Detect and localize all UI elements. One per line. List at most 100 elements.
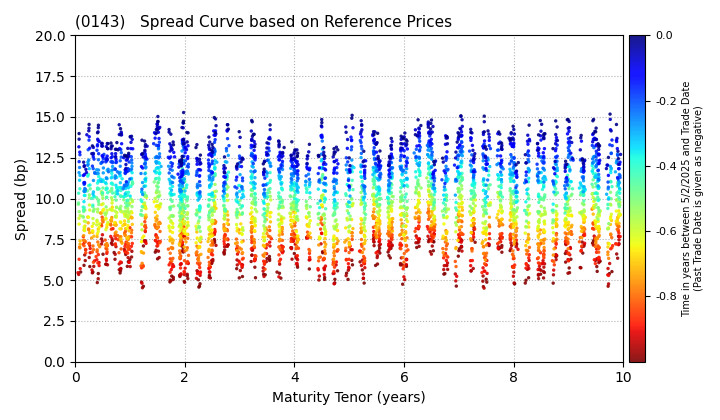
Point: [387, 138, 398, 145]
Point: [567, 157, 579, 163]
Point: [329, 196, 341, 203]
Point: [301, 164, 312, 171]
Point: [493, 246, 505, 252]
Point: [126, 133, 138, 139]
Point: [506, 143, 518, 150]
Point: [166, 142, 177, 149]
Point: [99, 241, 111, 248]
Point: [456, 200, 468, 207]
Point: [249, 181, 261, 187]
Point: [177, 207, 189, 214]
Point: [151, 186, 163, 193]
Point: [176, 210, 187, 217]
Point: [341, 257, 352, 263]
Point: [356, 126, 368, 133]
Point: [423, 188, 434, 195]
Point: [559, 205, 571, 211]
Point: [276, 160, 288, 167]
Point: [613, 214, 624, 220]
Point: [384, 155, 396, 162]
Point: [548, 218, 559, 225]
Point: [209, 237, 220, 244]
Point: [112, 187, 124, 194]
Point: [330, 259, 342, 265]
Point: [264, 185, 276, 192]
Point: [91, 170, 103, 177]
Point: [195, 160, 207, 167]
Point: [177, 153, 189, 160]
Point: [84, 240, 95, 247]
Point: [149, 221, 161, 228]
Point: [456, 151, 467, 158]
Point: [277, 204, 289, 211]
Point: [588, 194, 599, 201]
Point: [589, 128, 600, 135]
Point: [587, 159, 598, 166]
Point: [153, 175, 165, 181]
Point: [263, 157, 274, 163]
Point: [508, 200, 520, 207]
Point: [523, 165, 534, 172]
Point: [166, 204, 177, 210]
Point: [346, 136, 357, 143]
Point: [204, 214, 215, 221]
Point: [368, 224, 379, 231]
Point: [442, 176, 454, 183]
Point: [93, 167, 104, 173]
Point: [193, 218, 204, 224]
Point: [331, 204, 343, 211]
Point: [368, 128, 379, 135]
Point: [505, 158, 517, 164]
Point: [438, 212, 449, 218]
Point: [83, 171, 94, 178]
Point: [343, 241, 355, 247]
Point: [181, 163, 193, 170]
Point: [372, 203, 383, 210]
Point: [561, 248, 572, 255]
Point: [168, 139, 179, 145]
Point: [356, 257, 368, 263]
Point: [478, 187, 490, 194]
Point: [276, 185, 287, 192]
Point: [456, 199, 468, 206]
Point: [138, 183, 150, 190]
Point: [480, 154, 492, 161]
Point: [423, 138, 435, 144]
Point: [510, 232, 522, 239]
Point: [119, 230, 130, 236]
Point: [204, 274, 215, 281]
Point: [248, 131, 259, 138]
Point: [412, 181, 423, 187]
Point: [207, 232, 219, 239]
Point: [367, 236, 379, 243]
Point: [266, 235, 277, 242]
Point: [533, 208, 544, 215]
Point: [560, 178, 572, 185]
Point: [468, 168, 480, 175]
Point: [467, 147, 479, 154]
Point: [372, 221, 383, 228]
Point: [292, 171, 304, 178]
Point: [209, 164, 220, 171]
Point: [356, 262, 367, 269]
Point: [292, 177, 303, 184]
Point: [493, 140, 505, 147]
Point: [520, 199, 531, 205]
Point: [84, 240, 95, 247]
Point: [237, 256, 248, 262]
Point: [546, 257, 558, 264]
Point: [450, 178, 462, 184]
Point: [384, 243, 395, 249]
Point: [550, 220, 562, 227]
Point: [303, 183, 315, 190]
Point: [413, 125, 425, 131]
Point: [440, 173, 451, 179]
Point: [428, 231, 440, 237]
Point: [231, 247, 243, 254]
Point: [220, 226, 231, 233]
Point: [508, 155, 520, 162]
Point: [330, 180, 342, 187]
Point: [123, 159, 135, 165]
Point: [396, 223, 408, 230]
Point: [203, 214, 215, 220]
